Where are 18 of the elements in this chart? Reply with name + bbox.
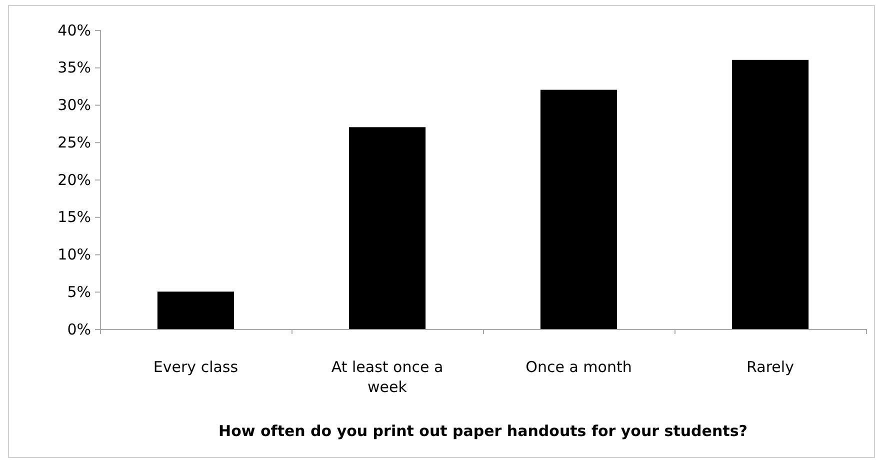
y-tick-label: 20% (58, 170, 91, 189)
x-tick-label: Every class (153, 358, 238, 376)
y-tick-label: 35% (58, 58, 91, 77)
bar (732, 60, 809, 329)
bar (348, 127, 426, 329)
x-tick-label: At least once a week (331, 358, 444, 396)
x-tick-label: Rarely (746, 358, 794, 376)
y-tick-label: 5% (67, 282, 91, 301)
y-tick-label: 10% (58, 246, 91, 264)
y-tick-label: 30% (58, 96, 91, 114)
y-tick-label: 40% (58, 21, 91, 40)
y-tick-label: 0% (67, 320, 91, 338)
y-tick-label: 15% (58, 208, 91, 226)
y-tick-label: 25% (58, 133, 91, 152)
x-axis-title: How often do you print out paper handouts for your students? (218, 422, 748, 440)
x-tick-label: Once a month (526, 358, 632, 376)
bar (540, 90, 618, 329)
bar (157, 292, 234, 329)
